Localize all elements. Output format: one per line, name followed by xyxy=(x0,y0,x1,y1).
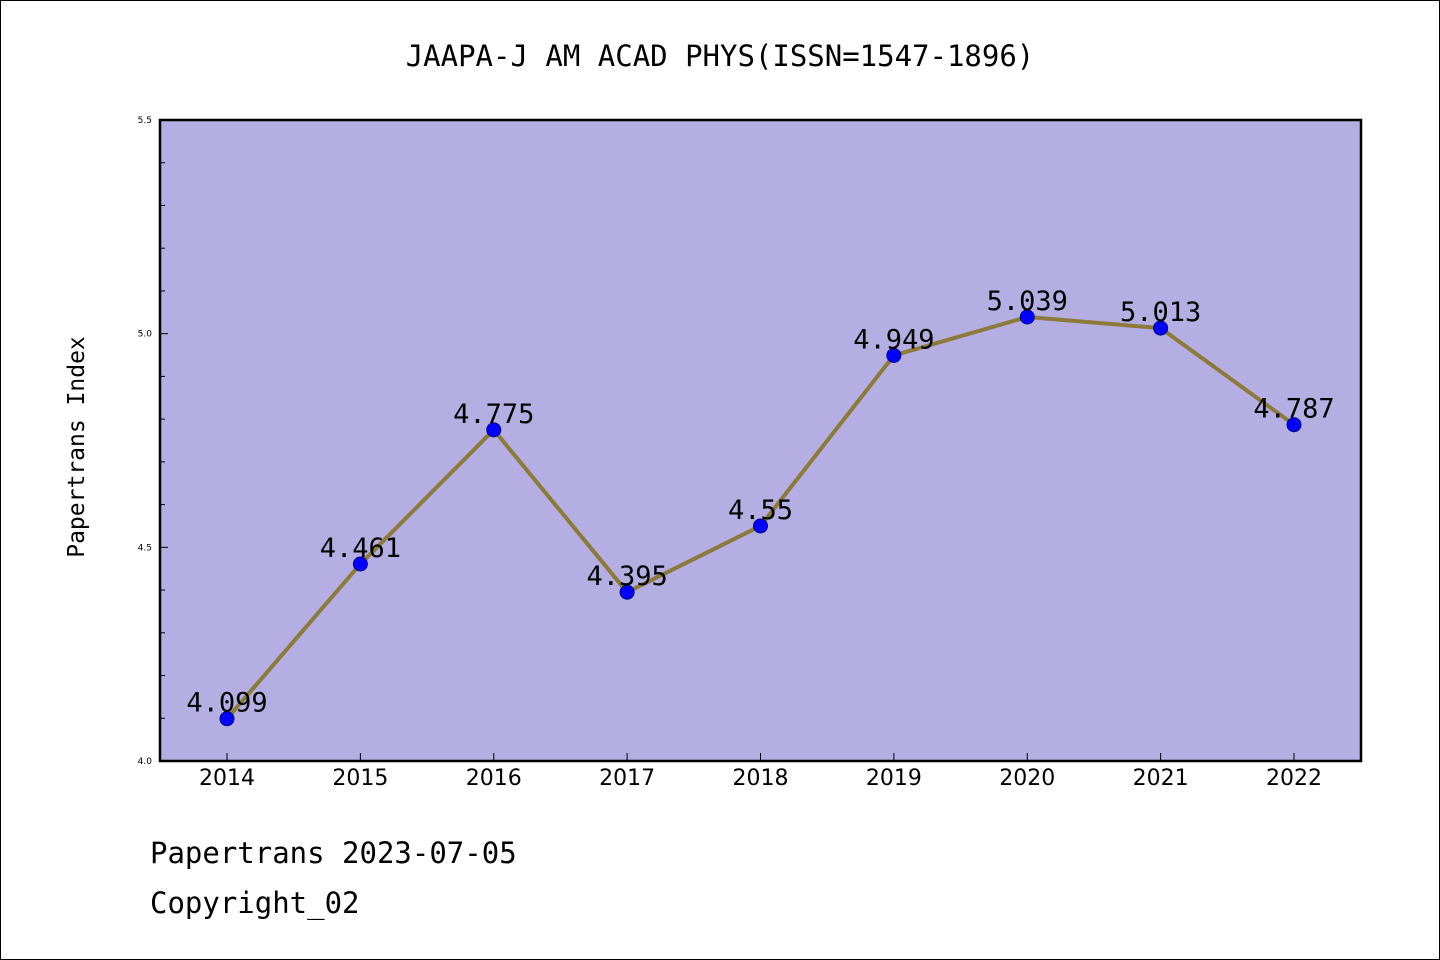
plot-area xyxy=(160,120,1361,761)
y-tick-label: 5.5 xyxy=(138,116,152,126)
data-point-marker xyxy=(486,422,502,438)
data-label: 4.461 xyxy=(320,533,401,564)
data-point-marker xyxy=(886,347,902,363)
x-axis-ticks: 2014 2015 2016 2017 2018 2019 2020 2021 2022 xyxy=(199,753,1322,791)
data-label: 4.949 xyxy=(853,324,934,355)
data-point-marker xyxy=(352,556,368,572)
data-label: 4.395 xyxy=(586,561,667,592)
x-tick-label: 2018 xyxy=(733,766,789,791)
y-tick-label: 4.0 xyxy=(138,757,153,767)
data-point-marker xyxy=(753,518,768,534)
data-label: 5.013 xyxy=(1120,297,1201,328)
plot-border xyxy=(158,118,1363,763)
x-tick-label: 2019 xyxy=(866,766,922,791)
data-label: 4.55 xyxy=(728,495,793,526)
y-tick-label: 4.5 xyxy=(138,543,152,553)
data-point-marker xyxy=(1286,417,1302,433)
x-tick-label: 2022 xyxy=(1266,766,1322,791)
x-tick-label: 2021 xyxy=(1133,766,1189,791)
footer-date: Papertrans 2023-07-05 xyxy=(150,836,517,870)
y-tick-label: 5.0 xyxy=(138,330,153,340)
data-label: 4.775 xyxy=(453,399,534,430)
x-tick-label: 2014 xyxy=(199,766,255,791)
data-point-marker xyxy=(1153,320,1169,336)
data-point-marker xyxy=(1019,309,1035,325)
data-labels: 4.099 4.461 4.775 4.395 4.55 4.949 5.039 5.013 4… xyxy=(186,286,1334,719)
y-axis-label: Papertrans Index xyxy=(64,336,90,558)
data-point-marker xyxy=(619,584,635,600)
data-point-marker xyxy=(219,711,235,727)
data-label: 4.787 xyxy=(1253,394,1334,425)
x-tick-label: 2020 xyxy=(999,766,1055,791)
x-tick-label: 2017 xyxy=(599,766,655,791)
data-markers xyxy=(219,309,1302,727)
footer-copyright: Copyright_02 xyxy=(150,886,360,920)
data-label: 5.039 xyxy=(987,286,1068,317)
chart-title: JAAPA-J AM ACAD PHYS(ISSN=1547-1896) xyxy=(406,39,1035,73)
data-label: 4.099 xyxy=(186,688,267,719)
x-tick-label: 2015 xyxy=(332,766,388,791)
x-tick-label: 2016 xyxy=(466,766,522,791)
